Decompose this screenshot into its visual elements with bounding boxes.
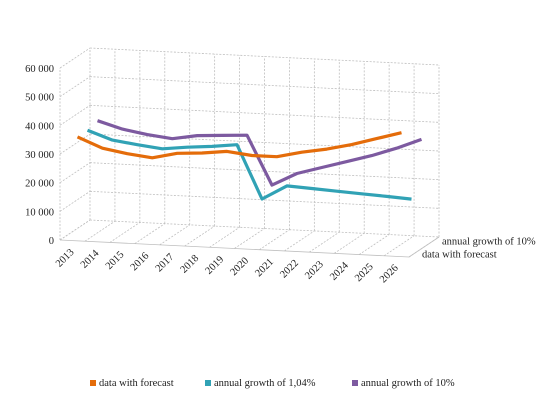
x-tick-label: 2026 (378, 263, 401, 286)
legend-swatch (352, 380, 358, 386)
x-tick-label: 2020 (228, 255, 251, 278)
x-tick-label: 2013 (54, 247, 77, 270)
gridline-floor (84, 220, 116, 242)
series-line (96, 119, 423, 187)
gridline-floor (59, 219, 91, 241)
x-tick-label: 2014 (79, 248, 102, 271)
depth-tick-label: annual growth of 10% (442, 236, 536, 247)
floor-front-edge (59, 239, 410, 258)
depth-axis-ticks: data with forecast annual growth of 10% (422, 236, 536, 260)
gridline-left-wall (59, 191, 91, 212)
y-axis-ticks: 0 10 000 20 000 30 000 40 000 50 000 60 000 (25, 64, 54, 247)
gridline-back-wall (89, 162, 440, 181)
x-tick-label: 2019 (204, 254, 227, 277)
gridline-floor (134, 223, 166, 244)
x-tick-label: 2024 (328, 260, 351, 283)
gridline-floor (383, 235, 415, 257)
x-tick-label: 2018 (179, 253, 202, 276)
gridline-left-wall (59, 162, 91, 183)
gridline-floor (159, 224, 190, 246)
y-tick-label: 30 000 (25, 150, 54, 161)
y-tick-label: 60 000 (25, 64, 54, 75)
gridline-floor (358, 234, 390, 255)
gridline-floor (309, 231, 340, 253)
gridline-back-wall (89, 133, 440, 152)
gridline-floor (109, 222, 141, 243)
x-axis-ticks: 2013 2014 2015 2016 2017 2018 2019 2020 2021 2022… (54, 247, 401, 285)
gridline-floor (284, 230, 315, 252)
x-tick-label: 2025 (353, 262, 376, 285)
x-tick-label: 2015 (104, 249, 127, 272)
gridline-back-wall (89, 219, 440, 238)
legend-label: data with forecast (99, 378, 174, 389)
legend-swatch (90, 380, 96, 386)
gridline-back-wall (89, 104, 440, 123)
y-tick-label: 50 000 (25, 93, 54, 104)
gridline-floor (333, 233, 365, 254)
legend: data with forecast annual growth of 1,04%… (90, 378, 455, 389)
series (76, 119, 423, 201)
gridline-floor (209, 226, 240, 248)
x-tick-label: 2016 (129, 251, 152, 274)
y-tick-label: 40 000 (25, 121, 54, 132)
legend-swatch (205, 380, 211, 386)
depth-tick-label: data with forecast (422, 250, 497, 261)
x-tick-label: 2023 (303, 259, 326, 282)
gridline-left-wall (59, 105, 91, 126)
gridline-left-wall (59, 133, 91, 155)
y-tick-label: 20 000 (25, 179, 54, 190)
legend-label: annual growth of 1,04% (214, 378, 316, 389)
y-tick-label: 0 (49, 236, 54, 247)
x-tick-label: 2022 (278, 258, 301, 281)
gridline-floor (184, 225, 215, 247)
gridline-left-wall (59, 47, 91, 69)
y-tick-label: 10 000 (25, 207, 54, 218)
grid (59, 47, 440, 258)
series-line (76, 131, 402, 160)
gridline-floor (234, 228, 265, 249)
gridline-back-wall (89, 190, 440, 209)
floor-right-edge (408, 236, 440, 258)
series-line (86, 128, 412, 201)
gridline-back-wall (89, 76, 440, 95)
x-tick-label: 2017 (154, 252, 177, 275)
x-tick-label: 2021 (253, 257, 276, 280)
gridline-back-wall (89, 47, 440, 66)
gridline-left-wall (59, 76, 91, 97)
gridline-floor (259, 229, 290, 251)
legend-label: annual growth of 10% (361, 378, 455, 389)
